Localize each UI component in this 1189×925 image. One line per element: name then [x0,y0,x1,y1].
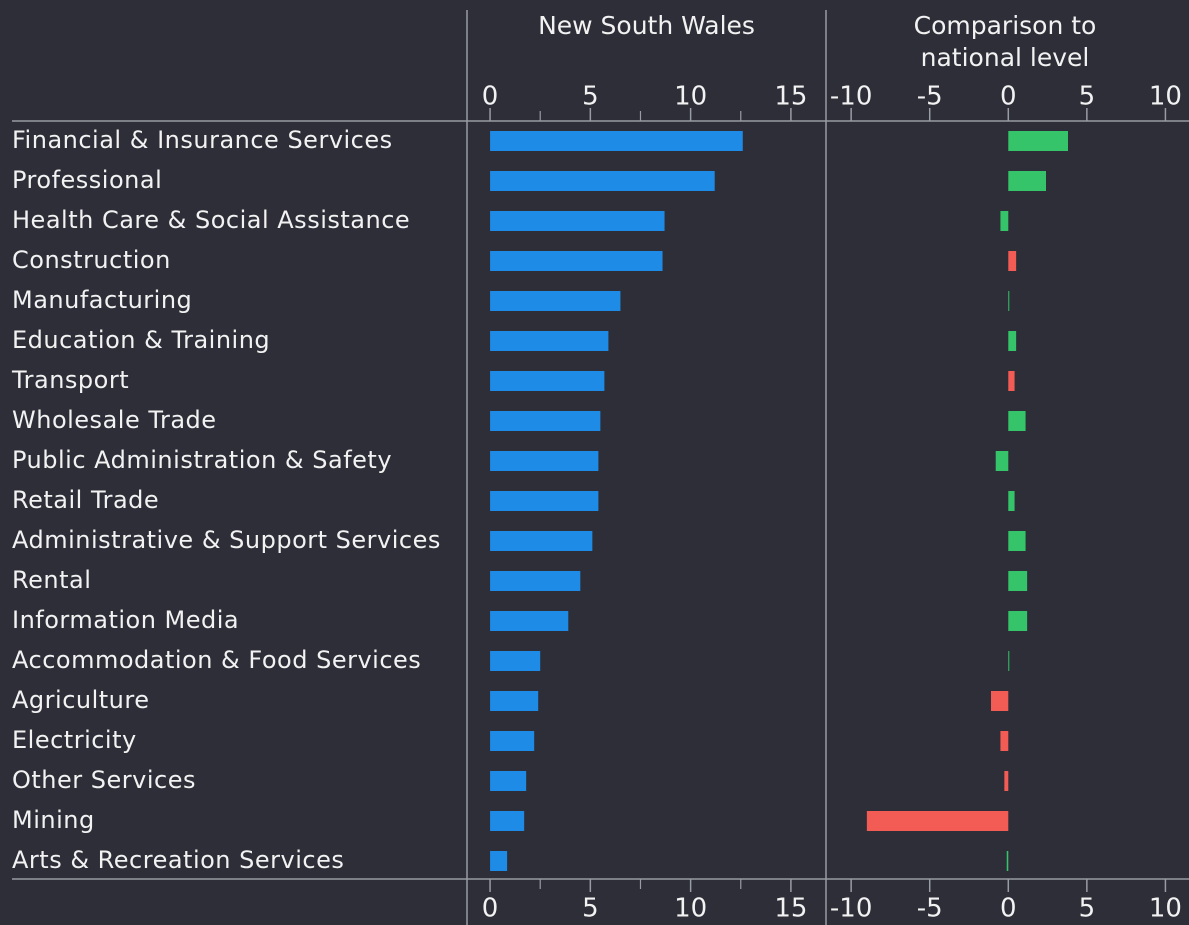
x-tick-label: -5 [917,894,943,924]
bar [1000,211,1009,231]
bar [1008,411,1026,431]
category-label: Other Services [12,766,196,794]
panel-title: Comparison to national level [913,11,1097,72]
bar [490,731,535,751]
category-label: Professional [12,166,162,194]
category-label: Retail Trade [12,486,159,514]
bar [490,611,569,631]
x-tick-label: 10 [1149,894,1182,924]
category-label: Accommodation & Food Services [12,646,421,674]
bar [490,651,541,671]
bar [995,451,1009,471]
panel-title: New South Wales [538,11,755,40]
x-tick-label: 15 [774,82,807,112]
category-label: Information Media [12,606,239,634]
x-tick-label: 0 [1000,894,1017,924]
bar [490,811,525,831]
x-tick-label: 0 [1000,82,1017,112]
bar [1008,131,1068,151]
category-label: Mining [12,806,95,834]
bar [866,811,1009,831]
bar [490,291,621,311]
bar [490,411,601,431]
x-tick-label: 5 [582,82,599,112]
bar [1008,571,1028,591]
x-tick-label: 5 [582,894,599,924]
bar [1008,331,1017,351]
bar [490,851,508,871]
category-label: Rental [12,566,91,594]
x-tick-label: 15 [774,894,807,924]
bar [490,691,539,711]
bar [1008,291,1010,311]
bar [490,531,593,551]
category-label: Transport [11,366,129,394]
category-label: Construction [12,246,171,274]
bar [490,131,743,151]
x-tick-label: 10 [674,82,707,112]
x-tick-label: 0 [482,82,499,112]
x-tick-label: 5 [1079,894,1096,924]
bar [1004,771,1009,791]
bar [1008,371,1015,391]
category-label: Agriculture [12,686,150,714]
x-tick-label: -5 [917,82,943,112]
bar [1008,611,1028,631]
bar [1000,731,1009,751]
bar [1008,531,1026,551]
x-tick-label: -10 [830,82,872,112]
bar [490,771,527,791]
category-label: Administrative & Support Services [12,526,441,554]
bar [490,491,599,511]
category-label: Arts & Recreation Services [12,846,344,874]
bar [490,371,605,391]
x-tick-label: -10 [830,894,872,924]
bar [490,171,715,191]
category-label: Electricity [12,726,137,754]
bar [490,211,665,231]
bar [490,251,663,271]
category-label: Manufacturing [12,286,192,314]
category-label: Education & Training [12,326,270,354]
x-tick-label: 0 [482,894,499,924]
x-tick-label: 5 [1079,82,1096,112]
bar [1008,171,1046,191]
bar [490,571,581,591]
bar [1006,851,1009,871]
category-label: Public Administration & Safety [12,446,392,474]
x-tick-label: 10 [1149,82,1182,112]
bar [490,451,599,471]
bar [1008,651,1010,671]
category-label: Financial & Insurance Services [12,126,393,154]
category-label: Health Care & Social Assistance [12,206,410,234]
bar [991,691,1009,711]
x-tick-label: 10 [674,894,707,924]
bar [1008,251,1017,271]
bar [1008,491,1015,511]
category-label: Wholesale Trade [12,406,217,434]
bar [490,331,609,351]
